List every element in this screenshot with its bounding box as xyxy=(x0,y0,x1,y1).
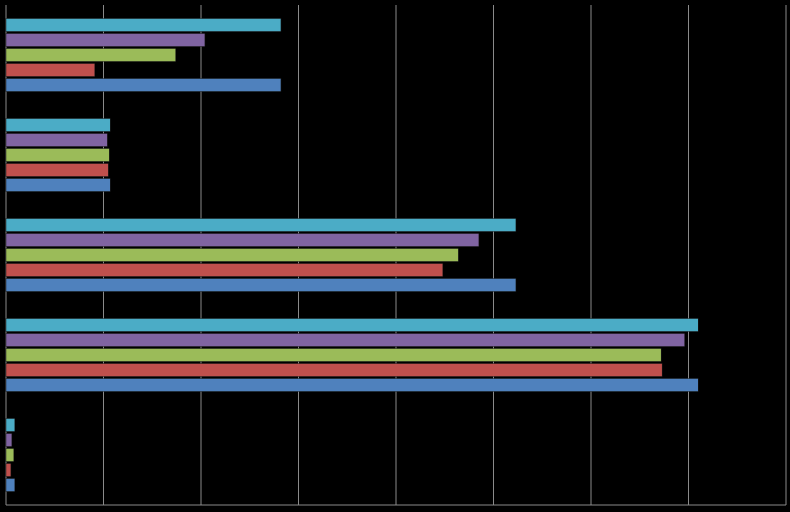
bar xyxy=(5,248,459,262)
bar xyxy=(5,348,662,362)
bar xyxy=(5,378,699,392)
bar xyxy=(5,278,517,292)
bar xyxy=(5,363,663,377)
bar xyxy=(5,448,15,462)
bar xyxy=(5,433,13,447)
bar xyxy=(5,118,111,132)
bar xyxy=(5,478,16,492)
bar xyxy=(5,218,517,232)
bar xyxy=(5,48,176,62)
bar xyxy=(5,463,12,477)
bar xyxy=(5,18,282,32)
bar xyxy=(5,78,282,92)
bar xyxy=(5,133,108,147)
bar xyxy=(5,63,95,77)
bar xyxy=(5,148,110,162)
bar xyxy=(5,263,444,277)
bar xyxy=(5,333,685,347)
bar xyxy=(5,163,109,177)
bar xyxy=(5,233,480,247)
bar xyxy=(5,33,206,47)
bar xyxy=(5,318,699,332)
bar xyxy=(5,178,111,192)
bar xyxy=(5,418,16,432)
